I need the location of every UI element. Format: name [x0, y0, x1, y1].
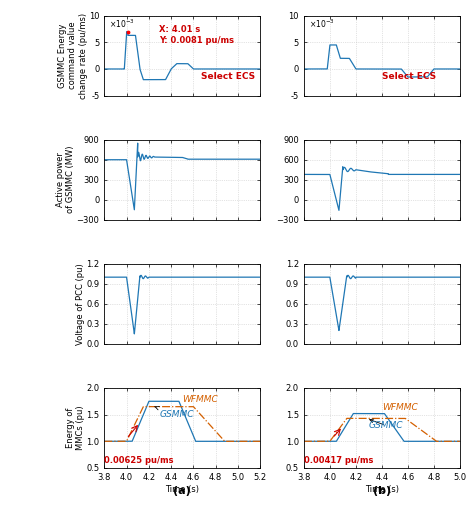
Text: GSMMC: GSMMC — [155, 407, 194, 419]
Text: (a): (a) — [173, 486, 191, 496]
X-axis label: Time (s): Time (s) — [165, 485, 199, 493]
Text: Select ECS: Select ECS — [382, 72, 436, 81]
Text: 0.00417 pu/ms: 0.00417 pu/ms — [304, 456, 373, 465]
Y-axis label: Energy of
MMCs (pu): Energy of MMCs (pu) — [65, 406, 85, 450]
Y-axis label: GSMMC Energy
command value
change rate (pu/ms): GSMMC Energy command value change rate (… — [58, 12, 88, 99]
Text: $\times10^{-3}$: $\times10^{-3}$ — [109, 17, 135, 30]
Text: $\times10^{-3}$: $\times10^{-3}$ — [309, 17, 334, 30]
Text: Select ECS: Select ECS — [201, 72, 255, 81]
Text: X: 4.01 s
Y: 0.0081 pu/ms: X: 4.01 s Y: 0.0081 pu/ms — [159, 25, 234, 45]
Y-axis label: Active power
of GSMMC (MW): Active power of GSMMC (MW) — [56, 146, 75, 214]
Text: WFMMC: WFMMC — [182, 395, 218, 405]
Text: WFMMC: WFMMC — [382, 404, 418, 412]
Text: (b): (b) — [373, 486, 391, 496]
Text: 0.00625 pu/ms: 0.00625 pu/ms — [104, 456, 174, 465]
Text: GSMMC: GSMMC — [369, 419, 403, 430]
X-axis label: Time (s): Time (s) — [365, 485, 399, 493]
Y-axis label: Voltage of PCC (pu): Voltage of PCC (pu) — [76, 263, 85, 345]
